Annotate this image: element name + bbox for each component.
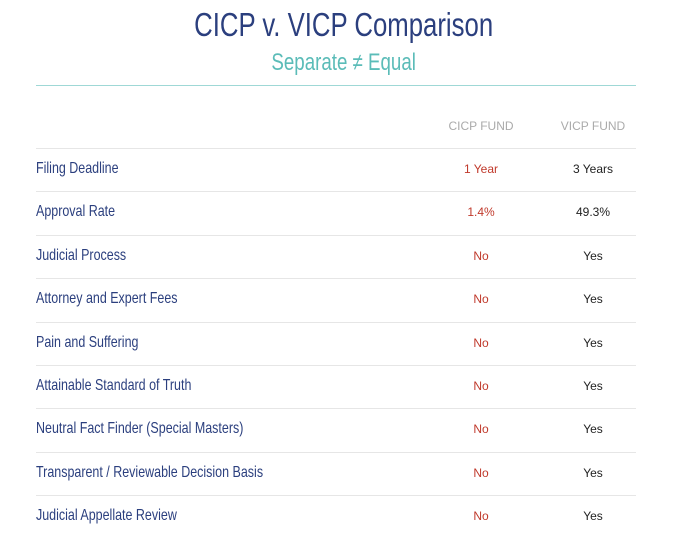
vicp-value: Yes	[583, 292, 603, 307]
row-label: Approval Rate	[36, 203, 137, 221]
row-label-text: Approval Rate	[36, 203, 116, 221]
vicp-value: Yes	[583, 509, 603, 524]
row-label: Attorney and Expert Fees	[36, 290, 217, 308]
row-label-text: Pain and Suffering	[36, 333, 139, 351]
row-label-text: Filing Deadline	[36, 160, 119, 177]
vicp-value: Yes	[583, 335, 603, 350]
row-label-text: Judicial Appellate Review	[36, 507, 177, 525]
row-divider	[36, 148, 636, 149]
cicp-value: No	[473, 248, 489, 263]
row-label: Judicial Appellate Review	[36, 507, 217, 525]
subtitle-text: Separate ≠ Equal	[271, 49, 416, 76]
cicp-value: No	[473, 422, 489, 437]
row-label-text: Neutral Fact Finder (Special Masters)	[36, 420, 244, 438]
row-label: Judicial Process	[36, 247, 152, 265]
divider	[36, 85, 636, 86]
cicp-value: No	[473, 509, 489, 524]
vicp-value: Yes	[583, 379, 603, 393]
vicp-value: Yes	[583, 248, 603, 263]
row-divider	[36, 234, 636, 236]
row-divider	[36, 408, 636, 410]
row-divider	[36, 451, 636, 453]
vicp-value: Yes	[583, 422, 603, 437]
row-divider	[36, 365, 636, 366]
row-label: Filing Deadline	[36, 160, 142, 178]
row-divider	[36, 495, 636, 497]
vicp-value: 49.3%	[575, 205, 611, 220]
vicp-value: Yes	[583, 465, 603, 480]
title: CICP v. VICP Comparison	[0, 6, 687, 44]
cicp-value: No	[473, 292, 489, 307]
row-label-text: Judicial Process	[36, 246, 127, 264]
cicp-value: 1.4%	[467, 205, 495, 220]
title-text: CICP v. VICP Comparison	[194, 6, 493, 43]
column-header: CICP FUND	[448, 119, 514, 133]
vicp-value: 3 Years	[572, 162, 614, 176]
cicp-value: No	[473, 465, 489, 480]
row-divider	[36, 278, 636, 280]
row-label-text: Transparent / Reviewable Decision Basis	[36, 463, 264, 481]
row-label: Pain and Suffering	[36, 334, 167, 352]
row-label-text: Attainable Standard of Truth	[36, 377, 192, 394]
column-header: VICP FUND	[560, 119, 626, 133]
subtitle: Separate ≠ Equal	[0, 49, 687, 77]
row-label-text: Attorney and Expert Fees	[36, 290, 178, 308]
row-divider	[36, 191, 636, 193]
row-divider	[36, 321, 636, 323]
cicp-value: No	[473, 335, 489, 350]
cicp-value: No	[473, 379, 489, 393]
row-label: Attainable Standard of Truth	[36, 377, 235, 395]
row-label: Transparent / Reviewable Decision Basis	[36, 464, 327, 482]
cicp-value: 1 Year	[463, 162, 499, 176]
row-label: Neutral Fact Finder (Special Masters)	[36, 420, 302, 438]
